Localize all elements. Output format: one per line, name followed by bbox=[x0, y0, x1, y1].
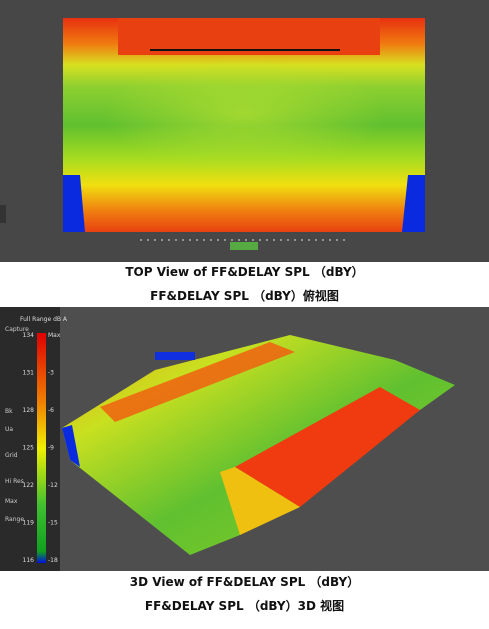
panel-label: Ua bbox=[5, 426, 13, 433]
caption: FF&DELAY SPL （dBY）3D 视图 bbox=[144, 599, 345, 613]
panel-label: Range bbox=[5, 516, 24, 523]
scale-label: 122 bbox=[23, 482, 35, 489]
scale-label: 119 bbox=[23, 520, 35, 527]
panel-label: Grid bbox=[5, 452, 18, 459]
scale-label: Max bbox=[48, 332, 61, 339]
scale-label: -6 bbox=[48, 407, 54, 414]
scale-label: 125 bbox=[23, 445, 35, 452]
caption: TOP View of FF&DELAY SPL （dBY） bbox=[125, 265, 364, 279]
scale-label: -15 bbox=[48, 520, 58, 527]
scale-label: 116 bbox=[23, 557, 35, 564]
scale-label: 131 bbox=[23, 370, 35, 377]
top-view-image bbox=[0, 0, 489, 262]
3d-view-image: Full Range dB A Capture Bk Ua Grid Hi Res Max R… bbox=[0, 307, 489, 571]
caption: 3D View of FF&DELAY SPL （dBY） bbox=[129, 575, 360, 589]
scale-label: -9 bbox=[48, 445, 54, 452]
scale-label: -12 bbox=[48, 482, 58, 489]
panel-label: Hi Res bbox=[5, 478, 24, 485]
panel-label: Max bbox=[5, 498, 18, 505]
scale-label: -18 bbox=[48, 557, 58, 564]
panel-label: Capture bbox=[5, 326, 29, 333]
caption: FF&DELAY SPL （dBY）俯视图 bbox=[150, 289, 339, 303]
scale-label: 134 bbox=[23, 332, 35, 339]
panel-title: Full Range dB A bbox=[20, 316, 68, 323]
scale-label: 128 bbox=[23, 407, 35, 414]
panel-label: Bk bbox=[5, 408, 13, 415]
scale-label: -3 bbox=[48, 370, 54, 377]
